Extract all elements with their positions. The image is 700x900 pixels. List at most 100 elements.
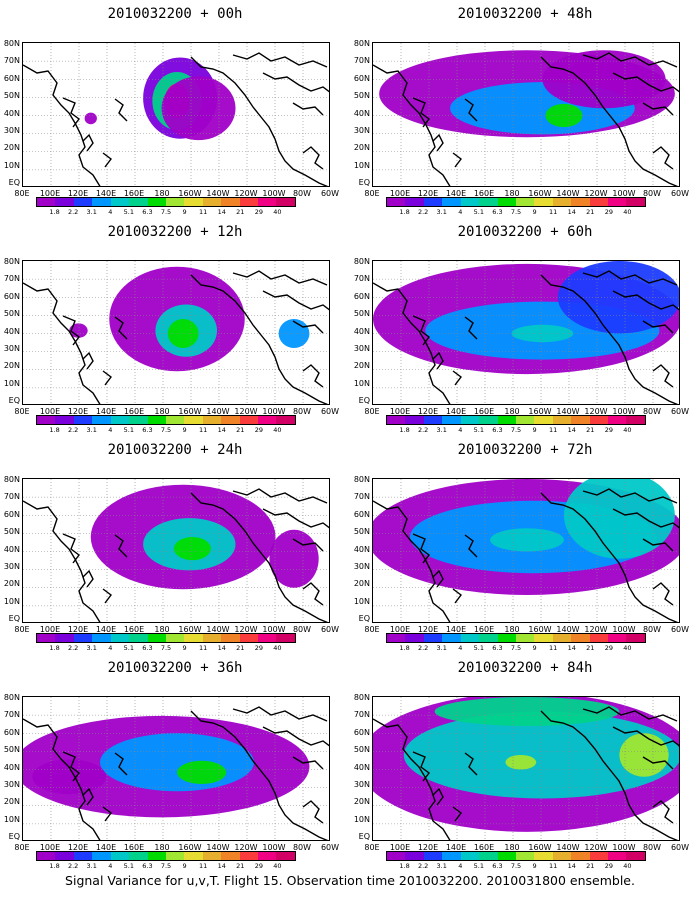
colorbar-level-label: 1.8 [49,862,60,870]
colorbar-level-label: 11 [549,644,558,652]
colorbar-level-label: 5.1 [473,862,485,870]
longitude-tick-label: 80E [14,407,30,416]
latitude-tick-label: 60N [3,73,20,83]
colorbar-level-label: 14 [567,426,576,434]
longitude-tick-label: 160E [473,189,495,198]
longitude-tick-label: 140E [445,625,467,634]
map-area [22,696,330,841]
coastline [232,488,328,504]
longitude-tick-label: 120E [417,189,439,198]
longitude-tick-label: 120E [67,189,89,198]
map-area [372,696,680,841]
colorbar-swatch [387,634,406,642]
colorbar-swatch [515,416,535,424]
colorbar-swatch [129,634,148,642]
latitude-tick-label: 20N [3,579,20,589]
latitude-tick-label: 70N [3,56,20,66]
colorbar-level-label: 1.8 [399,862,410,870]
coastline [412,97,430,128]
longitude-tick-label: 120E [67,843,89,852]
colorbar-swatch [387,852,406,860]
longitude-tick-label: 120E [67,407,89,416]
latitude-tick-label: 60N [353,727,370,737]
map-area [372,42,680,187]
colorbar-level-label: 40 [623,862,632,870]
longitude-tick-label: 160W [178,625,202,634]
colorbar-swatch [442,634,461,642]
colorbar-swatch [442,416,461,424]
longitude-tick-label: 80W [292,189,312,198]
colorbar-swatch [165,416,185,424]
colorbar-swatch [515,634,535,642]
longitude-tick-label: 160E [473,407,495,416]
colorbar-swatch [239,852,259,860]
colorbar-level-label: 40 [273,644,282,652]
coastline [373,64,451,186]
coastline [582,270,678,286]
colorbar-swatch [110,416,130,424]
colorbar-level-label: 5.1 [123,644,135,652]
latitude-tick-label: 30N [353,779,370,789]
coastline [540,274,679,404]
longitude-tick-label: 140E [445,843,467,852]
colorbar-level-label: 2.2 [417,426,429,434]
colorbar-swatch [55,198,74,206]
colorbar-swatch [276,852,295,860]
latitude-tick-label: 60N [3,509,20,519]
longitude-tick-label: 80E [364,625,380,634]
colorbar-swatch [129,852,148,860]
longitude-tick-label: 140E [445,407,467,416]
colorbar-swatch [405,198,424,206]
coastline [452,588,462,604]
coastline [262,726,329,747]
colorbar-swatch [552,634,572,642]
longitude-tick-label: 120W [584,625,608,634]
coastline [23,64,101,186]
colorbar-swatch [515,198,535,206]
latitude-tick-label: 50N [353,91,370,101]
colorbar [386,633,646,643]
colorbar-swatch [276,416,295,424]
longitude-tick-label: 140W [206,843,230,852]
latitude-tick-label: EQ [358,178,370,187]
longitude-tick-label: 80E [14,625,30,634]
colorbar-swatch [534,634,553,642]
colorbar-swatch [147,852,166,860]
coastline [432,133,444,152]
coastline [82,351,94,370]
longitude-tick-label: 60W [670,843,690,852]
longitude-tick-label: 60W [320,189,340,198]
coastline [540,56,679,186]
colorbar-level-label: 5.1 [123,426,135,434]
figure-caption: Signal Variance for u,v,T. Flight 15. Ob… [65,873,635,888]
coastline [412,533,430,564]
latitude-tick-label: EQ [8,178,20,187]
latitude-tick-label: 10N [353,160,370,170]
latitude-tick-label: 80N [3,693,20,702]
colorbar-swatch [442,852,461,860]
longitude-tick-label: 180 [154,189,170,198]
colorbar-level-label: 9 [182,426,187,434]
map-area [372,260,680,405]
colorbar-level-label: 6.3 [142,208,153,216]
coastline [23,500,101,622]
map-area [22,478,330,623]
coastline [432,787,444,806]
variance-region [511,324,574,343]
longitude-tick-label: 80W [292,843,312,852]
colorbar-level-label: 7.5 [510,208,522,216]
latitude-tick-label: 10N [3,160,20,170]
colorbar-level-label: 40 [623,208,632,216]
colorbar-level-label: 40 [273,208,282,216]
longitude-tick-label: 180 [504,625,520,634]
longitude-tick-label: 80E [364,843,380,852]
colorbar-swatch [147,198,166,206]
panel-title: 2010032200 + 60h [457,224,593,240]
coastline [652,364,674,388]
coastline [62,533,80,564]
colorbar-level-label: 3.1 [86,426,97,434]
map-area [372,478,680,623]
colorbar [36,197,296,207]
colorbar-level-label: 11 [549,426,558,434]
longitude-tick-label: 80E [364,189,380,198]
